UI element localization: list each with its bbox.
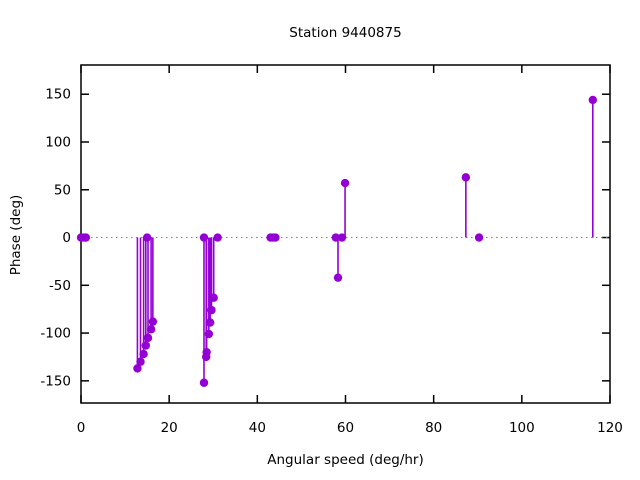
data-point: [337, 233, 347, 242]
data-point: [141, 341, 151, 350]
y-tick-label: -150: [40, 373, 71, 389]
x-tick-label: 60: [337, 420, 354, 436]
data-point: [474, 233, 484, 242]
x-tick-label: 80: [425, 420, 442, 436]
data-point: [199, 233, 209, 242]
data-point: [213, 233, 222, 242]
data-point: [461, 173, 471, 182]
y-tick-label: 0: [62, 230, 71, 246]
data-point: [202, 347, 211, 357]
data-point: [207, 305, 216, 315]
data-point: [340, 178, 350, 188]
x-tick-label: 100: [509, 420, 535, 436]
data-point: [146, 325, 156, 334]
y-tick-label: -50: [49, 278, 71, 294]
data-point: [209, 293, 218, 302]
chart-title: Station 9440875: [289, 25, 402, 41]
data-point: [331, 233, 341, 242]
data-point: [588, 95, 598, 105]
y-axis-label: Phase (deg): [8, 194, 24, 276]
data-point: [142, 233, 152, 242]
x-tick-label: 120: [597, 420, 623, 436]
data-point: [81, 233, 91, 242]
data-point: [204, 329, 214, 339]
data-point: [133, 364, 142, 373]
x-axis-label: Angular speed (deg/hr): [267, 452, 424, 468]
data-point: [271, 233, 280, 242]
data-point: [148, 317, 158, 326]
y-tick-label: 50: [54, 182, 71, 198]
x-tick-label: 40: [249, 420, 266, 436]
data-point: [205, 318, 215, 327]
y-tick-label: 150: [45, 87, 71, 103]
x-tick-label: 20: [161, 420, 178, 436]
data-point: [199, 378, 209, 387]
data-point: [136, 357, 145, 366]
y-tick-label: -100: [40, 326, 71, 342]
y-tick-label: 100: [45, 135, 71, 151]
data-point: [143, 333, 153, 343]
data-point: [139, 349, 148, 359]
x-tick-label: 0: [77, 420, 86, 436]
data-point: [333, 273, 343, 282]
